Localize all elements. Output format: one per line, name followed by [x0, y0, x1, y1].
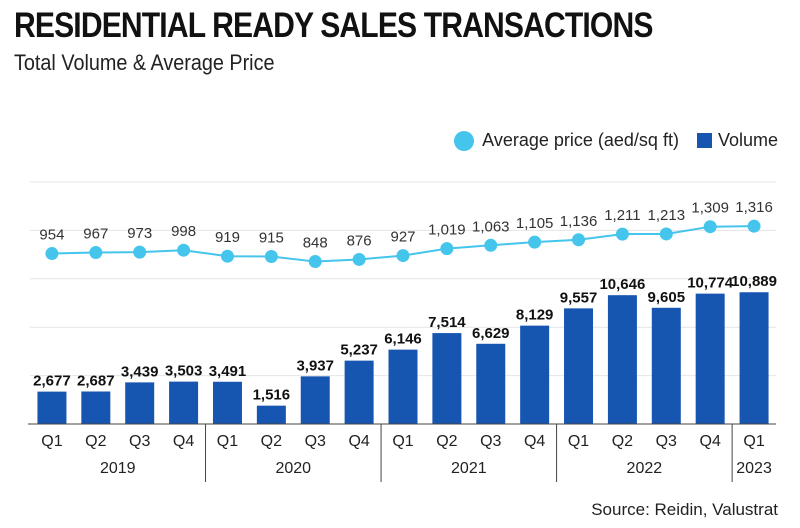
volume-label: 3,439	[121, 363, 159, 380]
price-label: 927	[390, 229, 415, 246]
price-label: 1,063	[472, 218, 510, 235]
x-tick-label: Q1	[41, 433, 62, 450]
price-point	[440, 242, 454, 256]
volume-label: 3,937	[296, 357, 334, 374]
x-tick-label: Q1	[568, 433, 589, 450]
price-label: 1,019	[428, 222, 466, 239]
volume-bar	[300, 376, 330, 424]
volume-label: 10,889	[731, 273, 777, 290]
x-tick-label: Q1	[743, 433, 764, 450]
price-point	[396, 249, 410, 263]
legend-price-marker	[454, 130, 475, 151]
price-point	[45, 247, 59, 261]
volume-label: 10,646	[599, 276, 645, 293]
source-note: Source: Reidin, Valustrat	[591, 500, 778, 519]
price-label: 954	[39, 227, 64, 244]
price-point	[177, 243, 191, 257]
legend-volume-marker	[696, 133, 712, 148]
x-tick-label: Q4	[524, 433, 545, 450]
volume-label: 8,129	[516, 307, 554, 324]
volume-bar	[520, 325, 550, 424]
chart-title: RESIDENTIAL READY SALES TRANSACTIONS	[14, 6, 653, 45]
x-tick-label: Q3	[480, 433, 501, 450]
price-label: 915	[259, 229, 284, 246]
x-tick-label: Q4	[700, 433, 721, 450]
volume-bar	[739, 292, 769, 424]
volume-label: 2,677	[33, 373, 71, 390]
price-label: 1,136	[560, 213, 598, 230]
volume-bar	[695, 293, 725, 424]
x-tick-label: Q2	[85, 433, 106, 450]
price-point	[615, 227, 629, 241]
volume-label: 9,605	[648, 289, 686, 306]
price-label: 876	[347, 232, 372, 249]
price-label: 998	[171, 223, 196, 240]
price-label: 1,213	[648, 207, 686, 224]
price-label: 1,211	[604, 207, 640, 224]
volume-bar	[607, 295, 637, 424]
x-tick-label: Q2	[612, 433, 633, 450]
volume-bar	[169, 381, 199, 424]
price-point	[747, 219, 761, 233]
x-year-label: 2023	[736, 460, 772, 477]
volume-bar	[37, 391, 67, 424]
volume-label: 7,514	[428, 314, 466, 331]
price-point	[528, 235, 542, 249]
price-label: 967	[83, 226, 108, 243]
volume-label: 6,629	[472, 325, 510, 342]
volume-label: 9,557	[560, 289, 598, 306]
x-year-label: 2020	[275, 460, 311, 477]
x-year-label: 2019	[100, 460, 136, 477]
price-label: 1,105	[516, 215, 554, 232]
price-label: 919	[215, 229, 240, 246]
legend-volume-label: Volume	[717, 130, 778, 150]
price-label: 1,316	[735, 199, 773, 216]
volume-label: 3,503	[165, 363, 203, 380]
price-point	[659, 227, 673, 241]
volume-label: 10,774	[687, 275, 734, 292]
x-tick-label: Q1	[217, 433, 238, 450]
price-label: 973	[127, 225, 152, 242]
price-point	[264, 249, 278, 263]
x-tick-label: Q2	[436, 433, 457, 450]
volume-bar	[81, 391, 111, 424]
volume-bar	[651, 307, 681, 424]
x-tick-label: Q1	[392, 433, 413, 450]
volume-label: 5,237	[340, 342, 378, 359]
price-point	[484, 238, 498, 252]
x-tick-label: Q3	[305, 433, 326, 450]
price-point	[220, 249, 234, 263]
x-tick-label: Q3	[129, 433, 150, 450]
x-tick-label: Q3	[656, 433, 677, 450]
volume-label: 6,146	[384, 331, 422, 348]
x-year-label: 2021	[451, 460, 487, 477]
price-label: 848	[303, 235, 328, 252]
volume-bar	[344, 360, 374, 424]
volume-bar	[432, 333, 462, 424]
volume-label: 3,491	[209, 363, 247, 380]
volume-bar	[476, 343, 506, 424]
price-point	[352, 252, 366, 266]
price-point	[308, 255, 322, 269]
x-tick-label: Q2	[261, 433, 282, 450]
volume-bar	[212, 381, 242, 424]
legend-price-label: Average price (aed/sq ft)	[482, 130, 679, 150]
chart-subtitle: Total Volume & Average Price	[14, 50, 275, 75]
x-year-label: 2022	[627, 460, 663, 477]
volume-bar	[564, 308, 594, 424]
price-label: 1,309	[691, 200, 729, 217]
volume-bar	[256, 405, 286, 424]
price-point	[89, 246, 103, 260]
price-point	[572, 233, 586, 247]
x-tick-label: Q4	[348, 433, 369, 450]
volume-label: 1,516	[253, 387, 291, 404]
x-tick-label: Q4	[173, 433, 194, 450]
volume-label: 2,687	[77, 372, 115, 389]
volume-bar	[388, 349, 418, 424]
price-point	[133, 245, 147, 259]
chart-legend: Average price (aed/sq ft) Volume	[454, 130, 778, 151]
volume-bar	[125, 382, 155, 424]
price-point	[703, 220, 717, 234]
